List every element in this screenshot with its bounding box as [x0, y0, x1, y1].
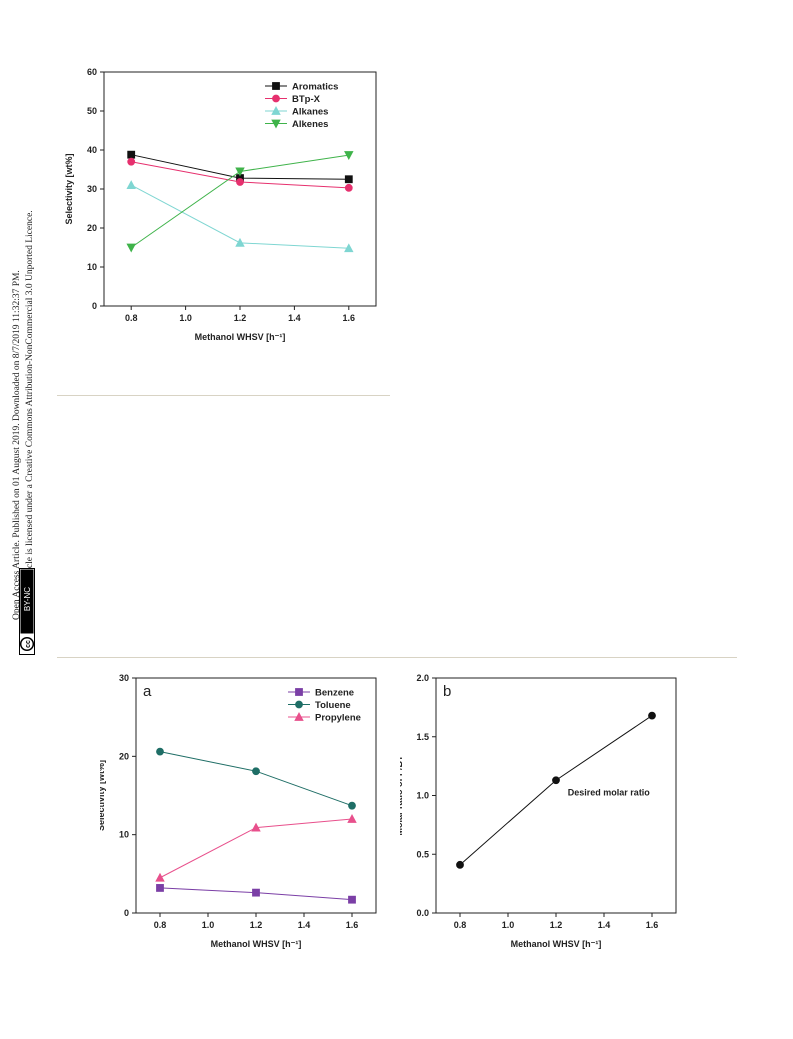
- legend-marker-benzene: [295, 688, 303, 696]
- legend-marker-btp-x: [272, 94, 280, 103]
- x-axis-label: Methanol WHSV [h⁻¹]: [195, 332, 286, 342]
- annotation-desired-molar-ratio: Desired molar ratio: [568, 788, 651, 798]
- data-point-ratio: [648, 711, 656, 720]
- y-tick-label: 1.5: [416, 732, 429, 742]
- divider-top: [57, 395, 390, 396]
- x-tick-label: 1.2: [250, 920, 263, 930]
- y-axis-label: Selectivity [wt%]: [100, 760, 106, 831]
- legend-label-aromatics: Aromatics: [292, 82, 338, 93]
- x-tick-label: 1.2: [550, 920, 563, 930]
- data-point-toluene: [348, 801, 356, 810]
- y-tick-label: 60: [87, 67, 97, 77]
- data-point-alkanes: [344, 243, 354, 253]
- legend-label-toluene: Toluene: [315, 700, 351, 711]
- legend-label-alkenes: Alkenes: [292, 119, 328, 130]
- legend-marker-alkanes: [271, 106, 281, 115]
- x-tick-label: 1.6: [646, 920, 659, 930]
- x-tick-label: 1.4: [298, 920, 311, 930]
- x-tick-label: 1.2: [234, 313, 247, 323]
- data-point-propylene: [251, 822, 261, 832]
- legend-marker-propylene: [294, 712, 304, 721]
- y-tick-label: 1.0: [416, 791, 429, 801]
- y-tick-label: 30: [119, 673, 129, 683]
- legend-label-btp-x: BTp-X: [292, 94, 321, 105]
- data-point-alkenes: [126, 243, 136, 253]
- data-point-btp-x: [127, 157, 136, 166]
- x-tick-label: 1.0: [202, 920, 215, 930]
- cc-icon: [19, 636, 35, 652]
- x-axis-label: Methanol WHSV [h⁻¹]: [211, 939, 302, 949]
- x-tick-label: 0.8: [154, 920, 167, 930]
- data-point-btp-x: [344, 183, 353, 192]
- data-point-propylene: [347, 814, 357, 823]
- data-point-ratio: [456, 860, 464, 869]
- y-tick-label: 20: [87, 223, 97, 233]
- data-point-alkanes: [235, 237, 245, 247]
- panel-label: b: [443, 683, 451, 700]
- y-tick-label: 50: [87, 106, 97, 116]
- legend-marker-alkenes: [271, 119, 281, 129]
- x-tick-label: 1.6: [343, 313, 356, 323]
- data-point-alkenes: [235, 167, 245, 177]
- data-point-aromatics: [127, 150, 136, 159]
- y-tick-label: 0: [124, 908, 129, 918]
- chart-aromatics-selectivity: 0.8 1.0 1.2 1.4 1.6 0 10 20 30 40 50 60 Methanol WHS…: [64, 67, 377, 342]
- y-tick-label: 10: [87, 262, 97, 272]
- legend-marker-aromatics: [272, 82, 280, 90]
- data-point-aromatics: [344, 175, 353, 184]
- series-line-toluene: [159, 751, 353, 807]
- x-tick-label: 1.6: [346, 920, 359, 930]
- data-point-alkenes: [344, 151, 354, 161]
- data-point-toluene: [156, 747, 164, 756]
- y-tick-label: 0.5: [416, 849, 429, 859]
- x-axis-label: Methanol WHSV [h⁻¹]: [511, 939, 602, 949]
- x-tick-label: 1.4: [598, 920, 611, 930]
- x-tick-label: 0.8: [454, 920, 467, 930]
- data-point-benzene: [348, 895, 356, 904]
- data-point-btp-x: [236, 178, 244, 186]
- legend-label-propylene: Propylene: [315, 713, 361, 724]
- x-tick-label: 1.0: [502, 920, 515, 930]
- chart-b-molar-ratio: 0.8 1.0 1.2 1.4 1.6 0.0 0.5 1.0 1.5 2.0 Methanol W…: [400, 673, 677, 949]
- legend-label-alkanes: Alkanes: [292, 107, 328, 118]
- cc-license-badge[interactable]: cc BY-NC: [19, 568, 35, 655]
- by-nc-label: BY-NC: [23, 587, 32, 611]
- chart-a-btx-selectivity: 0.8 1.0 1.2 1.4 1.6 0 10 20 30 Methanol WHSV [h⁻¹…: [100, 673, 377, 949]
- data-point-toluene: [252, 767, 260, 776]
- legend-label-benzene: Benzene: [315, 688, 354, 699]
- panel-label: a: [143, 683, 152, 700]
- plot-frame: [103, 71, 377, 307]
- y-tick-label: 0: [92, 301, 97, 311]
- legend-marker-toluene: [295, 700, 303, 709]
- y-tick-label: 2.0: [416, 673, 429, 683]
- x-tick-label: 1.0: [179, 313, 192, 323]
- data-point-benzene: [252, 888, 260, 897]
- divider-bottom: [57, 657, 737, 658]
- data-point-propylene: [155, 872, 165, 882]
- y-tick-label: 20: [119, 751, 129, 761]
- x-tick-label: 1.4: [288, 313, 301, 323]
- data-point-benzene: [156, 884, 164, 892]
- y-axis-label: Molar ratio of P/BT: [400, 755, 404, 836]
- cc-icon-text: cc: [25, 640, 32, 648]
- license-sidebar: Open Access Article. Published on 01 Aug…: [0, 0, 40, 660]
- data-point-alkanes: [126, 180, 136, 189]
- y-axis-label: Selectivity [wt%]: [64, 153, 74, 224]
- data-point-ratio: [552, 776, 560, 785]
- y-tick-label: 0.0: [416, 908, 429, 918]
- y-tick-label: 30: [87, 184, 97, 194]
- x-tick-label: 0.8: [125, 313, 138, 323]
- y-tick-label: 10: [119, 830, 129, 840]
- y-tick-label: 40: [87, 145, 97, 155]
- license-info-text[interactable]: This article is licensed under a Creativ…: [25, 210, 35, 600]
